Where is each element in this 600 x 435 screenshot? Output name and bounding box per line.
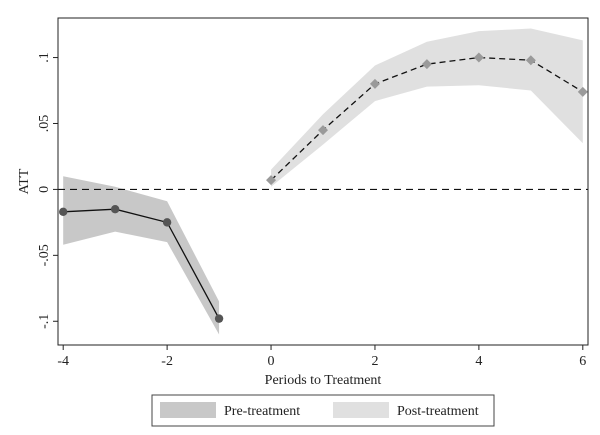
x-tick-label: -2: [161, 354, 173, 369]
data-point-post-treatment-0: [266, 175, 277, 186]
series-lines: [63, 56, 584, 319]
x-axis: -4 -2 0 2 4 6: [57, 345, 586, 369]
x-axis-title: Periods to Treatment: [265, 373, 382, 388]
x-tick-label: 2: [371, 354, 378, 369]
legend-label-pre-treatment: Pre-treatment: [224, 404, 300, 419]
confidence-bands: [63, 28, 583, 335]
data-point-pre-treatment-2: [162, 218, 172, 227]
data-point-post-treatment-1: [318, 125, 328, 136]
y-tick-label: 0: [37, 186, 52, 193]
legend: Pre-treatment Post-treatment: [151, 394, 495, 427]
data-point-pre-treatment-3: [214, 314, 224, 323]
x-tick-label: 6: [579, 354, 586, 369]
x-tick-label: 0: [268, 354, 275, 369]
legend-swatch-post-treatment: [333, 402, 389, 418]
data-point-post-treatment-2: [369, 78, 380, 89]
data-point-post-treatment-6: [577, 86, 588, 97]
x-tick-label: -4: [57, 354, 69, 369]
data-point-post-treatment-5: [525, 55, 536, 66]
series-line-pre-treatment: [63, 208, 220, 319]
series-markers: [58, 52, 588, 323]
plot-frame: [57, 17, 589, 346]
confidence-band-pre-treatment: [63, 176, 220, 335]
x-tick-label: 4: [475, 354, 482, 369]
legend-label-post-treatment: Post-treatment: [397, 404, 479, 419]
confidence-band-post-treatment: [271, 28, 583, 187]
data-point-pre-treatment-1: [110, 204, 120, 214]
data-point-post-treatment-4: [473, 52, 484, 63]
y-tick-label: .05: [37, 115, 52, 133]
y-tick-label: -.1: [37, 314, 52, 329]
legend-swatch-pre-treatment: [160, 402, 216, 418]
y-axis: -.1 -.05 0 .05 .1: [37, 52, 58, 329]
y-tick-label: .1: [37, 52, 52, 63]
data-point-post-treatment-3: [421, 59, 432, 70]
y-tick-label: -.05: [37, 244, 52, 266]
y-axis-title: ATT: [17, 168, 32, 194]
data-point-pre-treatment-0: [58, 207, 68, 217]
